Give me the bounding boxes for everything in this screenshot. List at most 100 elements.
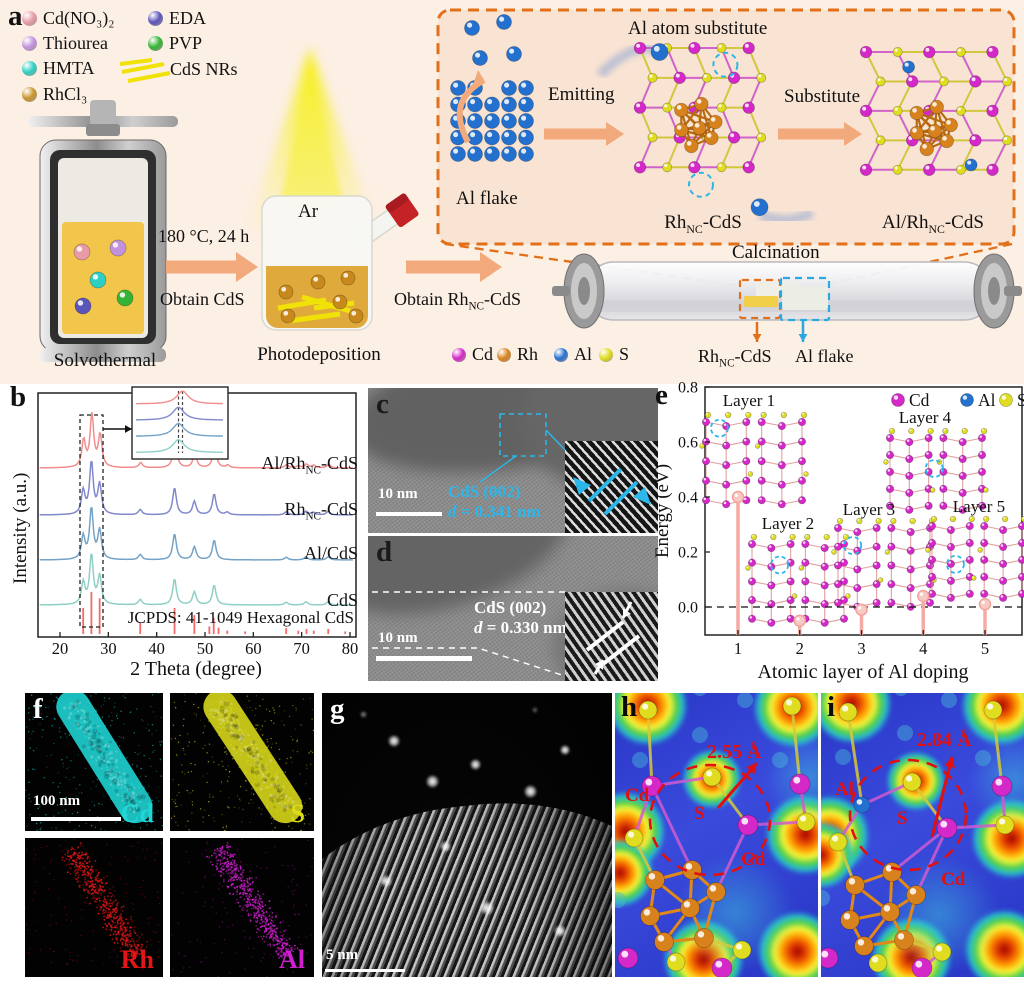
solvothermal-label: Solvothermal (53, 350, 157, 371)
svg-text:20: 20 (52, 639, 69, 658)
reagent-label: Thiourea (43, 33, 108, 53)
al-atom-label: Al (835, 779, 854, 800)
reagent-legend-item: EDA (148, 8, 206, 29)
panel-letter-a: a (8, 0, 23, 32)
scale-bar-label: 5 nm (326, 947, 359, 963)
xrd-chart: JCPDS: 41-1049 Hexagonal CdS 20 30 40 50 60 70… (37, 386, 359, 680)
eds-map-s: S (170, 693, 314, 831)
panel-i-charge-density: i 2.84 Å Al S Cd (821, 693, 1024, 977)
svg-text:70: 70 (293, 639, 310, 658)
svg-text:2 Theta (degree): 2 Theta (degree) (130, 658, 262, 680)
svg-text:60: 60 (245, 639, 262, 658)
xrd-trace-label-rhnc: RhNC-CdS (284, 499, 358, 523)
calcination-label: Calcination (732, 242, 820, 263)
panel-letter-i: i (827, 693, 836, 723)
panel-a-artwork (0, 0, 1024, 384)
svg-text:50: 50 (197, 639, 214, 658)
panel-d-hrtem: d CdS (002) d = 0.330 nm 10 nm (368, 536, 658, 681)
cds-nrs-label: CdS NRs (170, 59, 238, 79)
eds-element-label: Al (279, 945, 305, 974)
scale-bar-label: 10 nm (378, 630, 418, 646)
eds-element-label: S (290, 799, 305, 828)
svg-text:Cd: Cd (909, 390, 930, 410)
reagent-legend-item: Thiourea (22, 33, 108, 54)
svg-text:30: 30 (100, 639, 117, 658)
eds-speckles (170, 693, 314, 831)
lattice-plane-label: CdS (002) d = 0.341 nm (448, 482, 541, 521)
svg-text:Layer 4: Layer 4 (899, 408, 952, 427)
panel-e-doping-energy: 0.0 0.2 0.4 0.6 0.8 1 2 3 4 5 Atomic layer of Al d… (650, 379, 1024, 684)
thiourea-sphere-icon (22, 36, 37, 51)
bond-distance-label: 2.84 Å (917, 729, 972, 751)
obtain-rhnc-label: Obtain RhNC-CdS (394, 289, 522, 313)
photodeposition-label: Photodeposition (257, 344, 381, 365)
hmta-sphere-icon (22, 61, 37, 76)
panel-letter-b: b (10, 381, 27, 413)
scale-bar (31, 817, 121, 821)
xrd-y-axis-title: Intensity (a.u.) (10, 472, 31, 584)
svg-text:0.4: 0.4 (678, 490, 698, 507)
svg-text:4: 4 (919, 639, 927, 658)
panel-letter-g: g (330, 693, 345, 725)
vignette (322, 693, 612, 977)
emitting-label: Emitting (548, 84, 615, 105)
eds-map-rh: Rh (25, 838, 163, 977)
svg-text:80: 80 (342, 639, 359, 658)
reagent-label: EDA (169, 8, 206, 28)
panel-c-hrtem: c CdS (002) d = 0.341 nm 10 nm (368, 388, 658, 533)
scale-bar (376, 656, 472, 661)
condition-label: 180 °C, 24 h (158, 226, 250, 246)
atom-legend-rh: Rh (497, 344, 538, 365)
atom-legend-s: S (599, 344, 629, 365)
rh-atom-icon (497, 347, 511, 362)
svg-text:40: 40 (148, 639, 165, 658)
tube-rhnc-cds-label: RhNC-CdS (698, 346, 772, 370)
d-spacing-marker (585, 601, 641, 675)
svg-text:0.0: 0.0 (678, 600, 698, 617)
cd-atom-label: Cd (625, 785, 650, 806)
cdno3-sphere-icon (22, 11, 37, 26)
rhcl3-sphere-icon (22, 87, 37, 102)
lattice-fringe-inset (565, 441, 658, 533)
substitute-label: Substitute (784, 86, 861, 107)
eds-map-cd: f 100 nm Cd (25, 693, 163, 831)
eds-speckles (170, 838, 314, 977)
reagent-legend-item: Cd(NO₃)₂ (22, 8, 115, 29)
svg-text:3: 3 (857, 639, 865, 658)
xrd-trace-label-alcds: Al/CdS (303, 543, 358, 563)
svg-text:2: 2 (796, 639, 804, 658)
reagent-legend-item: HMTA (22, 58, 95, 79)
eda-sphere-icon (148, 11, 163, 26)
svg-text:Al: Al (978, 390, 996, 410)
reagent-label: Cd(NO₃)₂ (43, 8, 115, 28)
d-spacing-marker (573, 467, 651, 516)
d-spacing-label: d = 0.330 nm (474, 617, 567, 637)
svg-text:Layer 1: Layer 1 (723, 391, 775, 410)
obtain-cds-label: Obtain CdS (160, 289, 245, 309)
panel-h-charge-density: h 2.55 Å Cd S Cd (615, 693, 818, 977)
scale-bar (325, 969, 405, 972)
ball-stick-overlay (821, 693, 1015, 977)
atom-legend-al: Al (554, 344, 592, 365)
panel-b-xrd: JCPDS: 41-1049 Hexagonal CdS 20 30 40 50 60 70… (6, 383, 432, 683)
panel-letter-c: c (376, 388, 389, 420)
s-atom-icon (599, 347, 613, 362)
xrd-trace-label-cds: CdS (326, 590, 358, 610)
al-flake-label: Al flake (456, 188, 518, 209)
ar-label: Ar (298, 201, 319, 222)
svg-text:JCPDS: 41-1049 Hexagonal CdS: JCPDS: 41-1049 Hexagonal CdS (128, 608, 354, 627)
cd-atom-label: Cd (741, 849, 766, 870)
svg-text:Layer 5: Layer 5 (953, 497, 1005, 516)
svg-text:0.8: 0.8 (678, 380, 698, 397)
pvp-sphere-icon (148, 36, 163, 51)
eds-speckles (25, 838, 163, 973)
d-spacing-label: d = 0.341 nm (448, 501, 541, 521)
reagent-legend-item: RhCl₃ (22, 84, 87, 105)
s-atom-label: S (897, 808, 908, 829)
panel-letter-e: e (655, 379, 668, 411)
cd-atom-label: Cd (941, 869, 966, 890)
al-atom-icon (554, 347, 568, 362)
reagent-label: HMTA (43, 58, 95, 78)
cd-atom-icon (452, 347, 466, 362)
bond-distance-label: 2.55 Å (707, 741, 762, 763)
